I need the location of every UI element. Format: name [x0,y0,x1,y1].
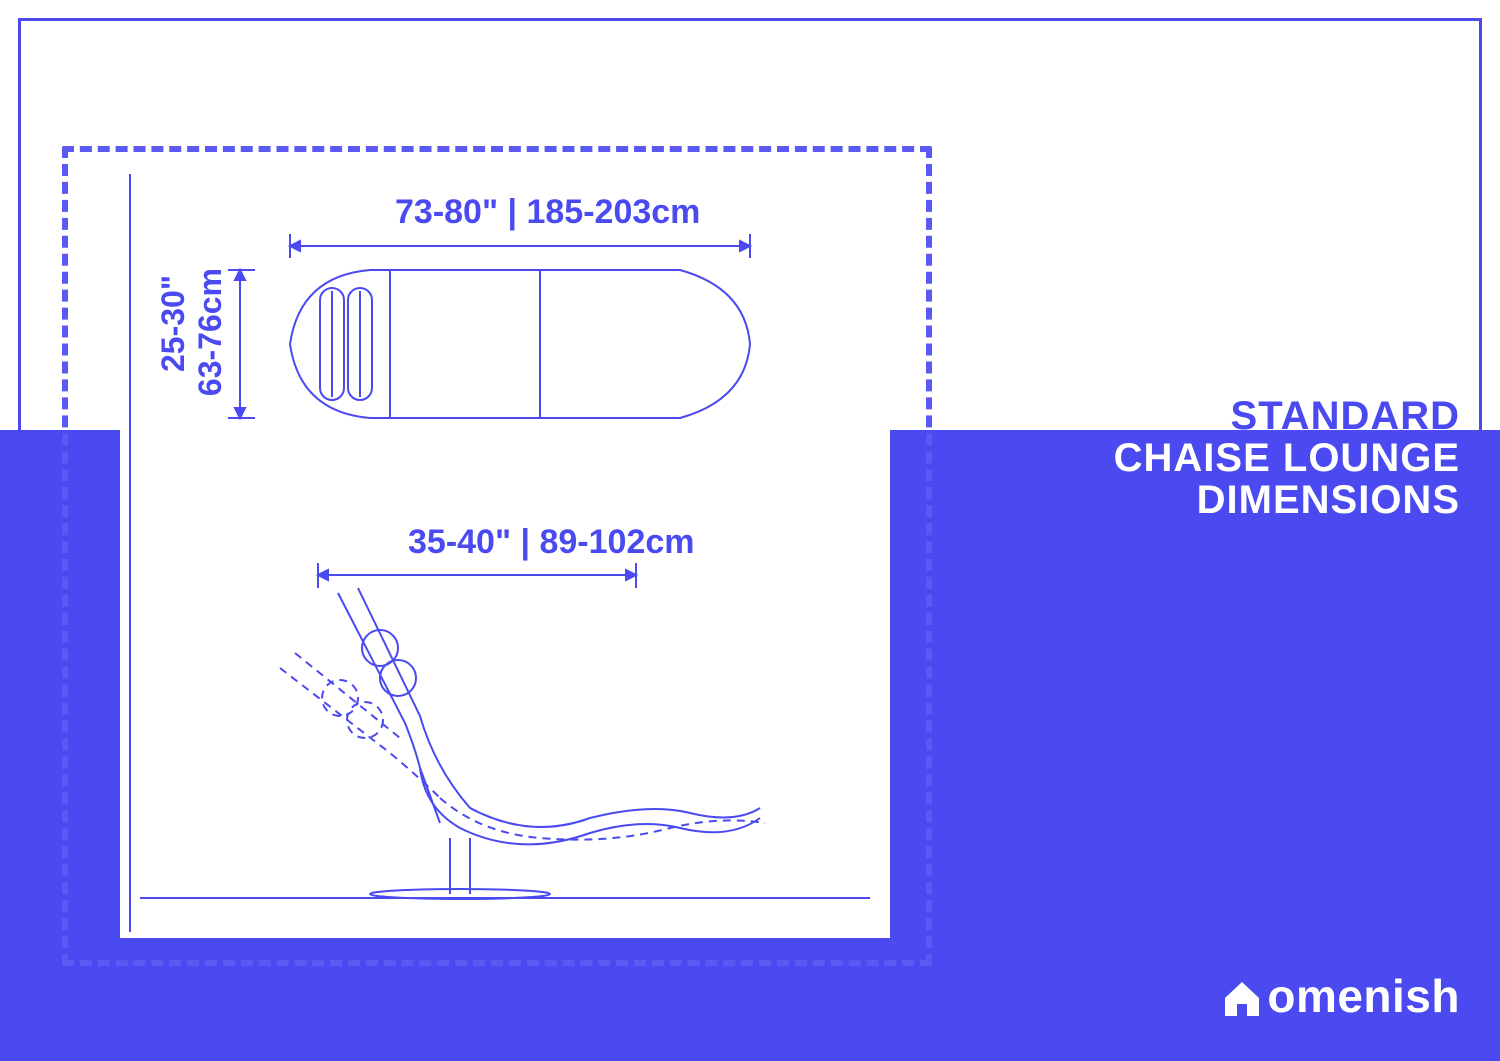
brand-name: omenish [1267,969,1460,1023]
house-icon [1221,975,1263,1017]
brand-logo: omenish [1221,969,1460,1023]
width-label-cm: 63-76cm [192,268,229,396]
dim-length [290,234,750,258]
title-line-3: DIMENSIONS [1114,479,1460,521]
side-view-reclined [280,653,765,840]
top-view-body [290,270,750,418]
length-label: 73-80" | 185-203cm [395,193,700,232]
dim-height [318,563,636,588]
height-label: 35-40" | 89-102cm [408,523,695,562]
title-line-2: CHAISE LOUNGE [1114,437,1460,479]
width-label-inches: 25-30" [155,275,192,372]
side-view-base [370,838,550,899]
title-block: STANDARD CHAISE LOUNGE DIMENSIONS [1114,395,1460,521]
title-line-1: STANDARD [1114,395,1460,437]
dim-width [228,270,255,418]
side-view-upright [338,588,760,844]
